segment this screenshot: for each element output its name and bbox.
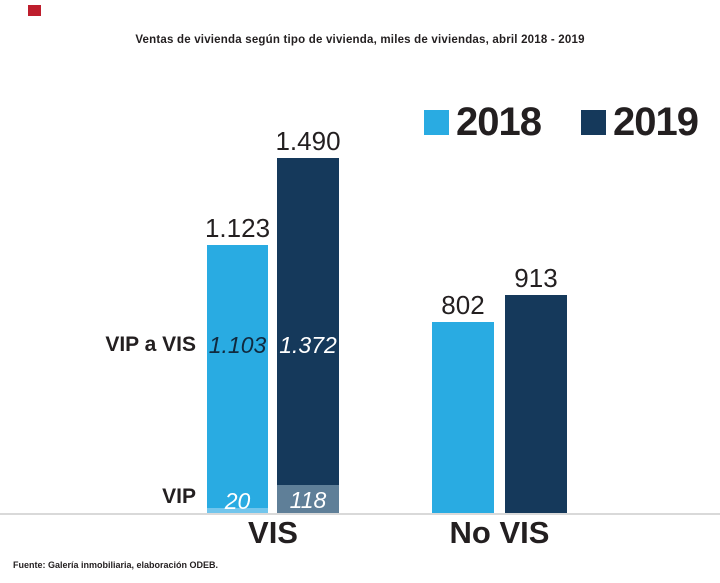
segment-vip-a-vis-2018 [207,245,268,508]
legend-item-2019: 2019 [580,100,699,144]
segment-vip-2018 [207,508,268,513]
segment-vip-2019 [277,485,339,513]
bar-total-label-no-vis-2018: 802 [441,289,485,320]
bar-total-label-vis-2018: 1.123 [204,212,271,243]
bar-no-vis-2019: 913 [505,262,567,513]
legend-label-2018: 2018 [456,100,542,144]
category-label-vis: VIS [248,515,298,550]
legend-label-2019: 2019 [612,100,699,144]
legend-swatch-2018 [424,109,449,135]
chart-title: Ventas de vivienda según tipo de viviend… [135,34,585,46]
bar-total-label-no-vis-2019: 913 [514,262,558,293]
source-note: Fuente: Galería inmobiliaria, elaboració… [13,560,219,570]
category-label-no-vis: No VIS [449,515,550,550]
legend-item-2018: 2018 [424,100,542,144]
segment-no-vis-2018 [432,322,494,513]
x-axis-line [0,513,720,515]
segment-no-vis-2019 [505,295,567,513]
legend: 2018 2019 [424,100,699,144]
segment-vip-a-vis-2019 [277,158,339,485]
row-label-vip: VIP [162,485,196,508]
brand-mark-red-square [28,5,41,16]
bar-total-label-vis-2019: 1.490 [275,125,341,156]
row-label-vip-a-vis: VIP a VIS [105,333,196,356]
legend-swatch-2019 [580,109,606,135]
bar-vis-2019: 1.490 1.372 118 [275,125,341,513]
bar-vis-2018: 1.123 1.103 20 [204,212,271,513]
bar-no-vis-2018: 802 [432,289,494,513]
